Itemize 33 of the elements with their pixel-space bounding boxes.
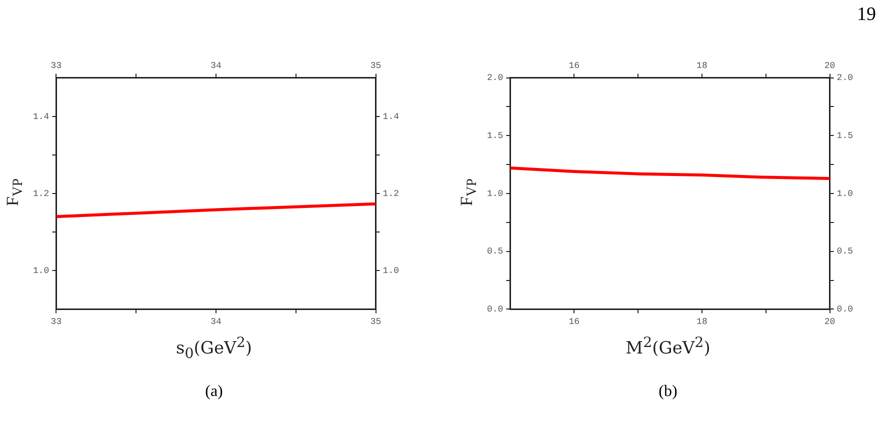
x-tick-label: 16	[568, 60, 580, 71]
x2-tick-label: 33	[50, 316, 62, 327]
x-tick-label: 20	[824, 60, 836, 71]
y-tick-label: 1.0	[33, 266, 50, 276]
text: (a)	[204, 383, 224, 401]
y2-tick-label: 0.5	[836, 246, 853, 257]
y2-tick-label: 1.4	[382, 112, 399, 122]
y2-tick-label: 0.0	[836, 304, 853, 315]
y-tick-label: 1.4	[33, 112, 50, 122]
y2-tick-label: 1.5	[836, 131, 853, 142]
x2-tick-label: 20	[824, 316, 836, 327]
x2-tick-label: 34	[210, 316, 222, 327]
y2-tick-label: 1.0	[836, 188, 853, 199]
text: 19	[857, 4, 876, 26]
x-tick-label: 34	[210, 60, 222, 71]
x-tick-label: 33	[50, 60, 62, 71]
y-tick-label: 0.5	[487, 246, 504, 257]
x-tick-label: 18	[696, 60, 708, 71]
text: (b)	[658, 383, 678, 401]
y-tick-label: 0.0	[487, 304, 504, 315]
y2-tick-label: 2.0	[836, 73, 853, 84]
x2-tick-label: 18	[696, 316, 708, 327]
x2-tick-label: 16	[568, 316, 580, 327]
x-tick-label: 35	[370, 60, 382, 71]
y-tick-label: 2.0	[487, 73, 504, 84]
y-tick-label: 1.5	[487, 131, 504, 142]
x2-tick-label: 35	[370, 316, 382, 327]
y2-tick-label: 1.2	[382, 188, 399, 199]
y-tick-label: 1.2	[33, 188, 50, 199]
y2-tick-label: 1.0	[382, 266, 399, 276]
y-tick-label: 1.0	[487, 188, 504, 199]
x-axis-title: M$^{2}$(GeV$^{2}$)	[624, 335, 712, 359]
x-axis-title: s$_{0}$(GeV$^{2}$)	[175, 335, 253, 362]
